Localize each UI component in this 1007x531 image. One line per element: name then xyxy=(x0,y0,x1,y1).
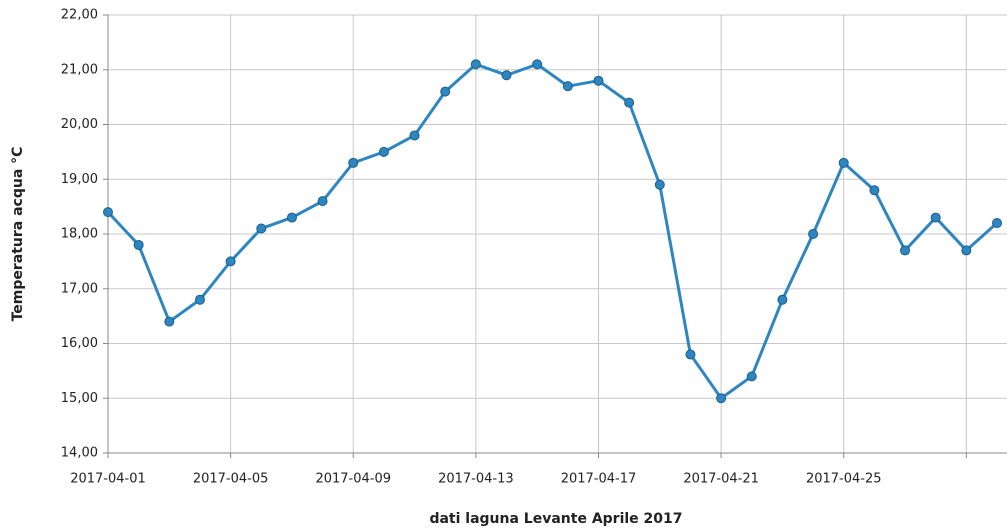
point xyxy=(133,239,144,250)
point xyxy=(593,75,604,86)
x-tick-label: 2017-04-01 xyxy=(70,472,146,487)
line xyxy=(106,62,998,400)
y-tick-label: 20,00 xyxy=(61,117,98,132)
y-tick-label: 15,00 xyxy=(61,391,98,406)
y-tick-label: 16,00 xyxy=(61,336,98,351)
y-tick-label: 22,00 xyxy=(61,8,98,23)
x-tick-label: 2017-04-21 xyxy=(683,472,759,487)
point xyxy=(562,81,573,92)
point xyxy=(838,157,849,168)
point xyxy=(225,256,236,267)
point xyxy=(194,294,205,305)
point xyxy=(317,196,328,207)
y-tick-label: 14,00 xyxy=(61,446,98,461)
y-axis-label: Temperatura acqua °C xyxy=(10,147,26,322)
point xyxy=(654,179,665,190)
y-tick-label: 18,00 xyxy=(61,227,98,242)
x-tick-label: 2017-04-17 xyxy=(561,472,637,487)
point xyxy=(930,212,941,223)
point xyxy=(777,294,788,305)
point xyxy=(808,229,819,239)
chart-title: dati laguna Levante Aprile 2017 xyxy=(429,511,682,527)
x-tick-label: 2017-04-25 xyxy=(806,472,882,487)
point xyxy=(286,212,297,223)
point xyxy=(869,185,880,196)
point xyxy=(532,59,543,70)
x-tick-label: 2017-04-13 xyxy=(438,472,514,487)
point xyxy=(624,97,635,108)
point xyxy=(409,130,420,141)
point xyxy=(501,70,512,81)
point xyxy=(685,349,696,360)
point xyxy=(348,157,359,168)
y-tick-label: 17,00 xyxy=(61,281,98,296)
point xyxy=(961,245,972,256)
point xyxy=(440,86,451,97)
point xyxy=(164,316,175,327)
x-tick-label: 2017-04-09 xyxy=(315,472,391,487)
point xyxy=(378,146,389,157)
point xyxy=(470,59,481,70)
point xyxy=(900,245,911,256)
point xyxy=(746,371,757,382)
point xyxy=(256,223,267,234)
x-tick-label: 2017-04-05 xyxy=(193,472,269,487)
point xyxy=(992,218,1002,229)
point xyxy=(716,393,727,404)
y-tick-label: 21,00 xyxy=(61,62,98,77)
y-tick-label: 19,00 xyxy=(61,172,98,187)
point xyxy=(103,207,113,218)
